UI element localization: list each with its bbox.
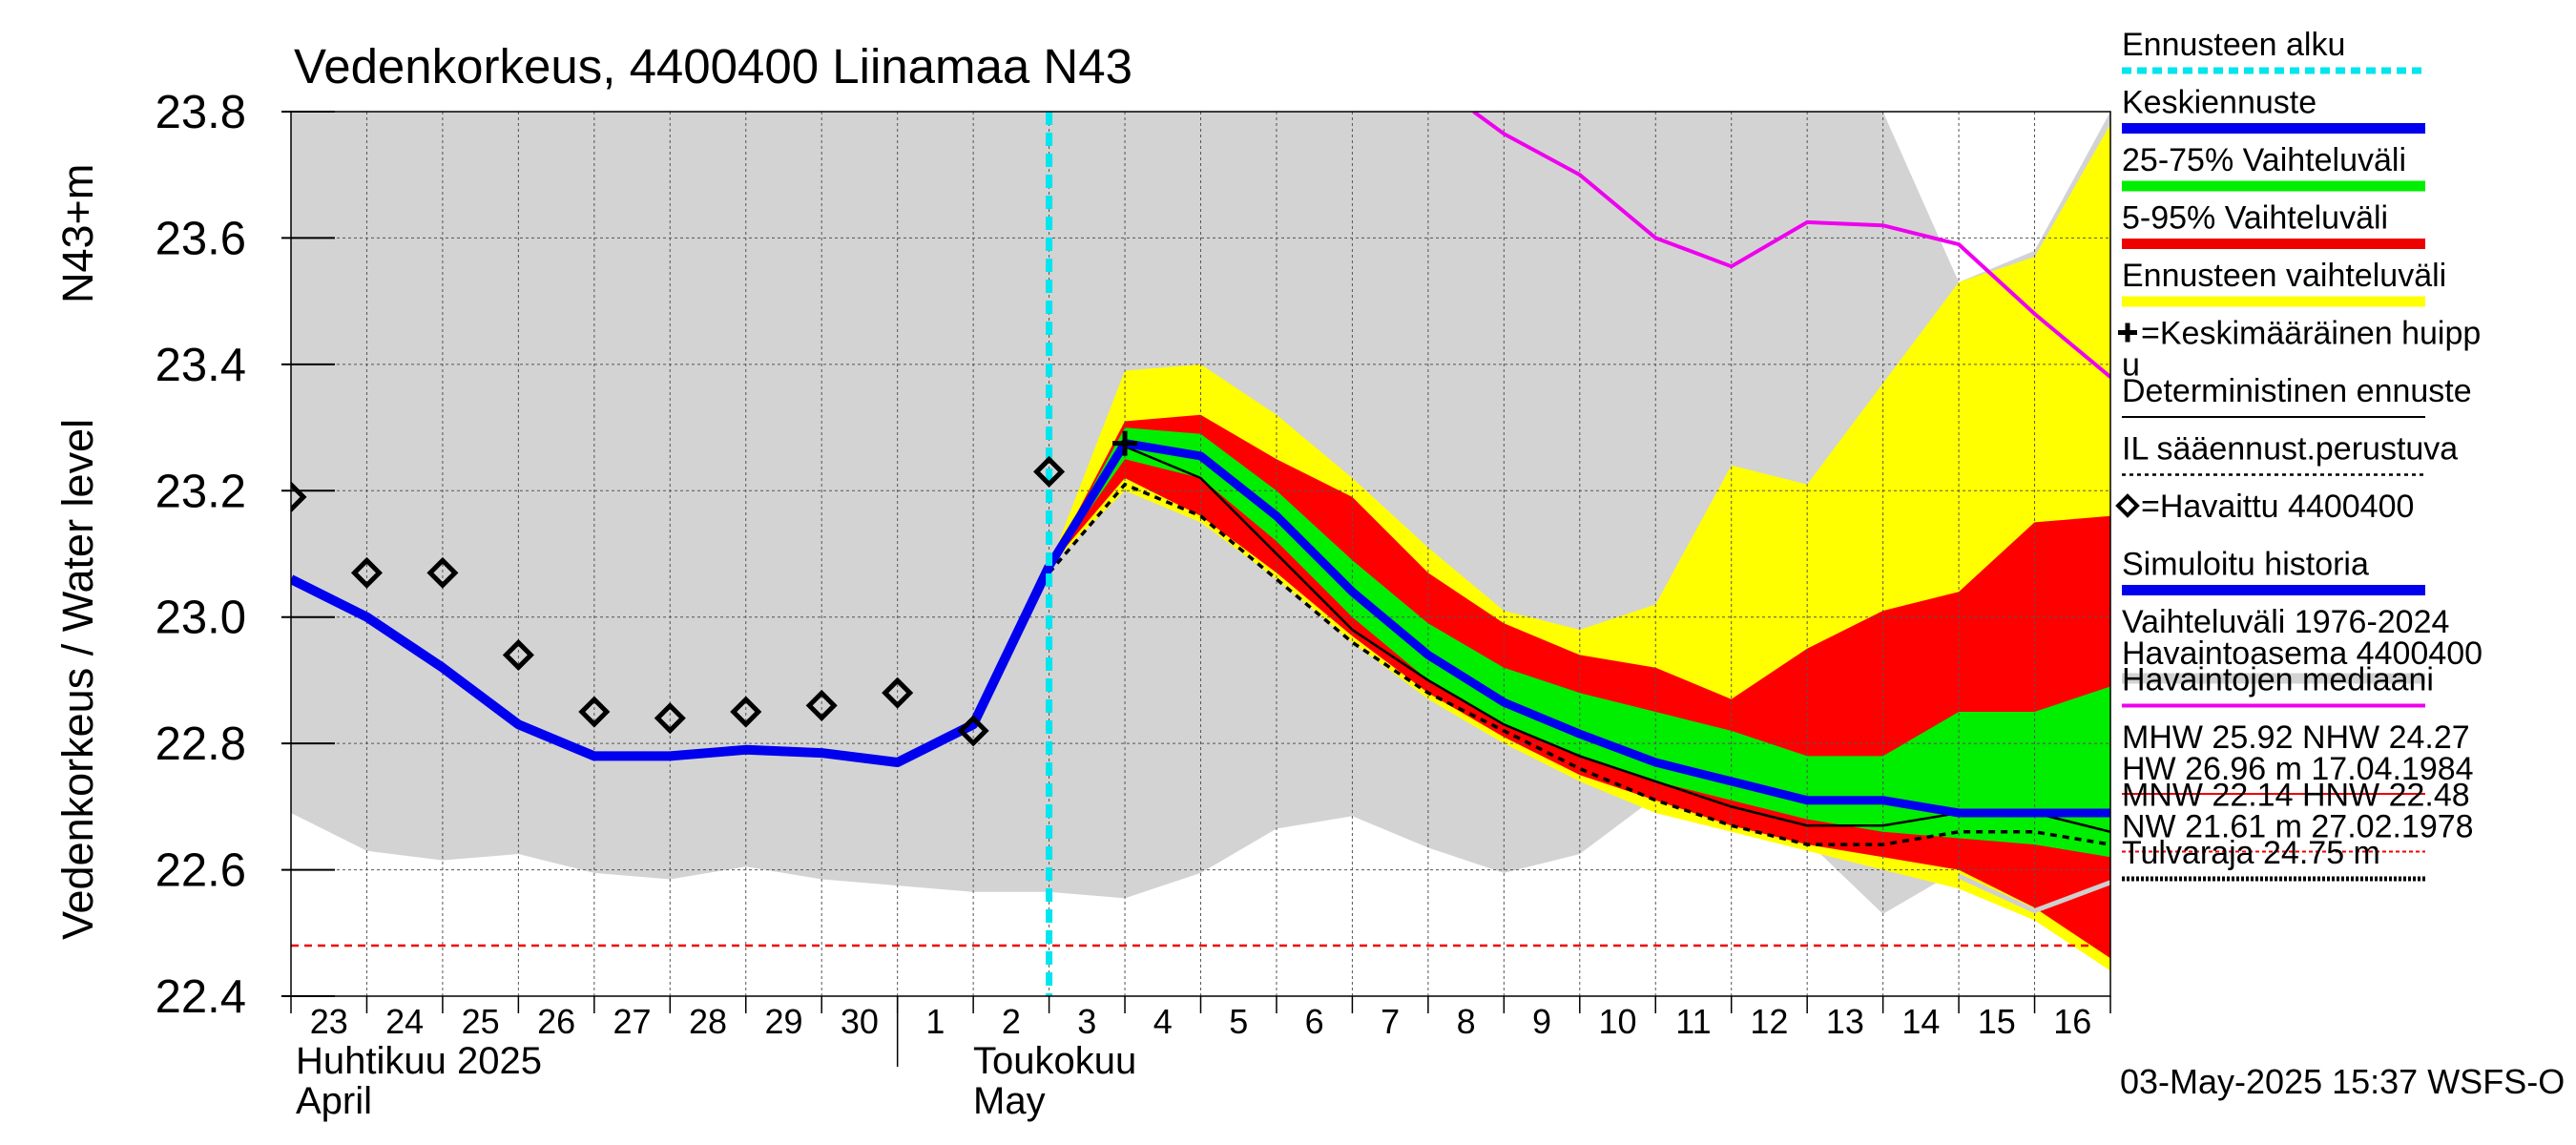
- x-tick-label: 6: [1305, 1002, 1324, 1041]
- mean-peak-marker: [1112, 430, 1138, 456]
- legend-label: =Keskimääräinen huipp: [2141, 316, 2481, 352]
- x-tick-label: 15: [1978, 1002, 2016, 1041]
- observed-point: [805, 689, 838, 721]
- legend-label: Deterministinen ennuste: [2122, 373, 2472, 409]
- grid: [291, 112, 2110, 996]
- mean-forecast-line: [1045, 439, 2110, 818]
- x-tick-label: 7: [1381, 1002, 1400, 1041]
- legend-label: Ennusteen vaihteluväli: [2122, 258, 2446, 294]
- legend-label: MNW 22.14 HNW 22.48: [2122, 778, 2470, 814]
- y-tick-label: 22.4: [156, 971, 246, 1023]
- x-tick-label: 24: [385, 1002, 424, 1041]
- x-tick-label: 8: [1457, 1002, 1476, 1041]
- observed-point: [502, 638, 534, 671]
- legend-plus-icon: [2118, 323, 2137, 343]
- observed-point: [882, 677, 914, 709]
- x-tick-label: 29: [764, 1002, 802, 1041]
- y-tick-label: 23.6: [156, 213, 246, 264]
- y-tick-label: 23.2: [156, 466, 246, 517]
- x-ticks: 23 24 25 26 27 28 29 30 1 2 3 4 5 6 7 8 9 10 11 12 13 14 15 16: [290, 996, 2111, 1067]
- x-tick-label: 28: [689, 1002, 727, 1041]
- legend-label: Keskiennuste: [2122, 85, 2316, 121]
- legend-label-line2: HW 26.96 m 17.04.1984: [2122, 751, 2474, 787]
- legend-label: Ennusteen alku: [2122, 27, 2345, 63]
- observed-point: [1033, 455, 1066, 488]
- x-tick-label: 25: [462, 1002, 500, 1041]
- month-label-fi-may: Toukokuu: [973, 1040, 1136, 1082]
- x-tick-label: 14: [1901, 1002, 1940, 1041]
- observed-point: [350, 556, 383, 589]
- x-tick-label: 26: [537, 1002, 575, 1041]
- y-tick-label: 22.8: [156, 718, 246, 770]
- x-tick-label: 12: [1750, 1002, 1788, 1041]
- month-label-fi-april: Huhtikuu 2025: [296, 1040, 542, 1082]
- x-tick-label: 3: [1077, 1002, 1096, 1041]
- month-label-en-may: May: [973, 1080, 1046, 1122]
- observed-point: [426, 556, 459, 589]
- legend-label-line2: Havaintoasema 4400400: [2122, 635, 2483, 672]
- legend-label: =Havaittu 4400400: [2141, 489, 2414, 525]
- x-tick-label: 30: [841, 1002, 879, 1041]
- range-25-75-band: [1049, 427, 2110, 858]
- y-tick-label: 23.0: [156, 593, 246, 644]
- x-tick-label: 23: [310, 1002, 348, 1041]
- x-tick-label: 9: [1532, 1002, 1551, 1041]
- x-tick-label: 27: [613, 1002, 652, 1041]
- chart-title: Vedenkorkeus, 4400400 Liinamaa N43: [294, 39, 1132, 94]
- timestamp: 03-May-2025 15:37 WSFS-O: [2120, 1062, 2565, 1101]
- y-axis-label: Vedenkorkeus / Water level: [53, 419, 102, 940]
- legend-label: Havaintojen mediaani: [2122, 662, 2434, 698]
- observed-point: [578, 696, 611, 728]
- x-tick-label: 10: [1598, 1002, 1636, 1041]
- legend-label: 25-75% Vaihteluväli: [2122, 142, 2406, 178]
- x-tick-label: 16: [2053, 1002, 2091, 1041]
- x-tick-label: 11: [1675, 1002, 1711, 1041]
- legend-label: Tulvaraja 24.75 m: [2122, 835, 2380, 871]
- x-tick-label: 1: [925, 1002, 945, 1041]
- y-ticks: 22.4 22.6 22.8 23.0 23.2 23.4 23.6 23.8: [156, 87, 335, 1023]
- y-tick-label: 23.8: [156, 87, 246, 138]
- observed-point: [291, 481, 307, 513]
- x-tick-label: 2: [1002, 1002, 1021, 1041]
- legend-label-line2: NW 21.61 m 27.02.1978: [2122, 809, 2474, 845]
- simulated-history-line: [291, 564, 1054, 767]
- y-tick-label: 23.4: [156, 340, 246, 391]
- deterministic-forecast-line: [1048, 445, 2110, 834]
- x-tick-label: 13: [1826, 1002, 1864, 1041]
- legend-label: MHW 25.92 NHW 24.27: [2122, 719, 2470, 756]
- legend-label: Vaihteluväli 1976-2024: [2122, 604, 2449, 640]
- x-tick-label: 4: [1153, 1002, 1173, 1041]
- legend-label: IL sääennust.perustuva: [2122, 431, 2458, 468]
- legend-label: Simuloitu historia: [2122, 547, 2369, 583]
- y-tick-label: 22.6: [156, 845, 246, 897]
- legend-label-line2: u: [2122, 347, 2140, 384]
- legend: Ennusteen alku Keskiennuste 25-75% Vaihtel…: [2115, 27, 2483, 882]
- series-overlay: [291, 112, 2110, 996]
- observed-point: [654, 702, 686, 735]
- observed-point: [730, 696, 762, 728]
- y-axis-unit-label: N43+m: [53, 164, 102, 303]
- legend-diamond-icon: [2115, 493, 2140, 518]
- observed-median-line: [1472, 112, 2110, 379]
- observed-point: [957, 715, 989, 747]
- x-tick-label: 5: [1229, 1002, 1248, 1041]
- history-median-segment: [1958, 873, 2110, 914]
- legend-label: 5-95% Vaihteluväli: [2122, 200, 2388, 237]
- month-label-en-april: April: [296, 1080, 372, 1122]
